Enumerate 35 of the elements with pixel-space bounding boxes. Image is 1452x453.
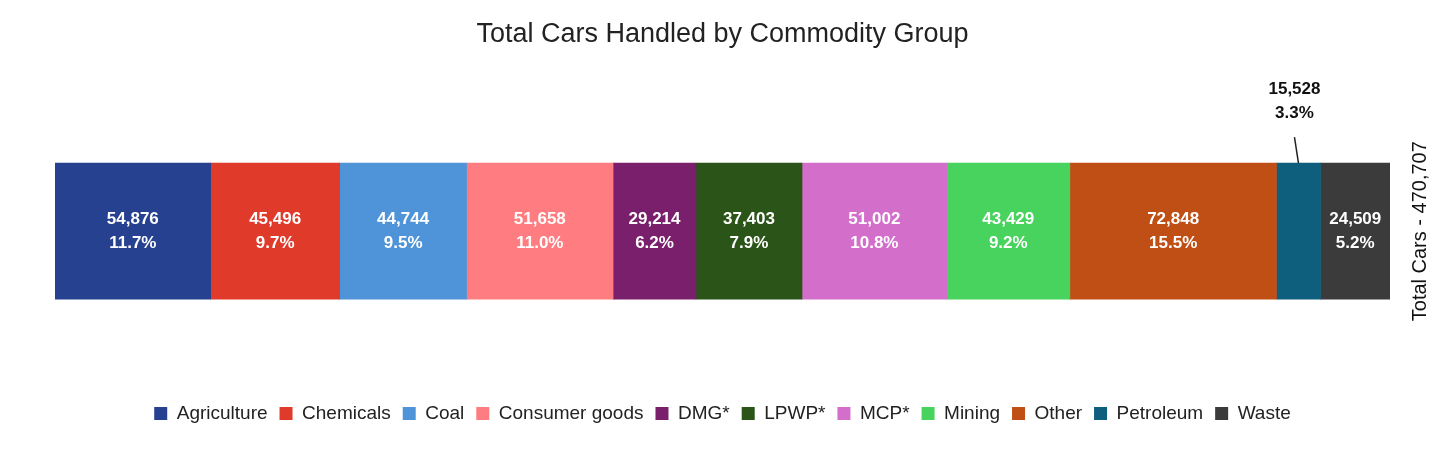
bar [210,162,340,300]
bar [946,162,1071,300]
text: Total Cars - 470,707 [1407,141,1430,322]
bar [801,162,947,300]
data-label: 45,496 9.7% [249,208,302,252]
bar [339,162,467,300]
data-label: 37,403 7.9% [722,208,775,252]
bar [466,162,614,300]
data-label: 29,214 6.2% [628,208,682,252]
data-label: 72,848 15.5% [1147,208,1200,252]
data-label: 43,429 9.2% [982,208,1035,252]
chart-title: Total Cars Handled by Commodity Group [476,17,969,48]
data-label: 15,528 3.3% [1268,78,1321,122]
data-label: 51,002 10.8% [848,208,901,252]
bar [1276,162,1321,300]
bar [1320,162,1390,300]
bar [55,162,211,300]
legend-label: Chemicals [302,401,391,423]
legend-label: Mining [944,401,1001,423]
legend-label: Petroleum [1116,401,1204,423]
legend-label: Agriculture [176,401,268,423]
bar [695,162,803,300]
legend-label: Other [1034,401,1083,423]
data-label: 51,658 11.0% [513,208,566,252]
data-label: 54,876 11.7% [106,208,159,252]
bar [612,162,697,300]
legend-label: MCP* [859,401,911,423]
legend-label: Consumer goods [498,401,644,423]
data-label: 44,744 9.5% [377,208,430,252]
legend-label: DMG* [677,401,731,423]
bar [1069,162,1277,300]
legend-label: LPWP* [764,401,827,423]
data-label: 24,509 5.2% [1329,208,1382,252]
legend-label: Coal [425,401,465,423]
legend-label: Waste [1237,401,1291,423]
